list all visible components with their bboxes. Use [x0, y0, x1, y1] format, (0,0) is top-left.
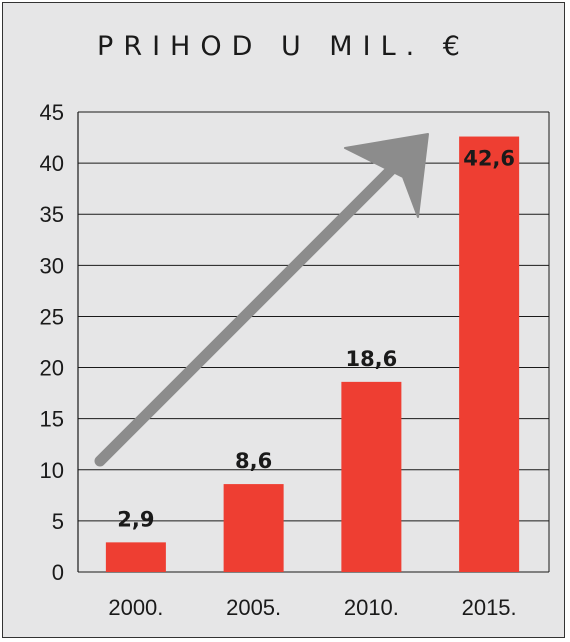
x-tick-label: 2015. [462, 595, 517, 620]
y-tick-label: 45 [40, 100, 64, 125]
y-tick-label: 30 [40, 253, 64, 278]
trend-arrow-shaft [94, 160, 401, 467]
y-tick-label: 0 [52, 560, 64, 585]
y-tick-label: 40 [40, 151, 64, 176]
y-tick-label: 15 [40, 407, 64, 432]
y-tick-label: 25 [40, 304, 64, 329]
bar [105, 542, 166, 572]
bar [223, 484, 284, 572]
y-tick-label: 10 [40, 458, 64, 483]
bar [341, 381, 402, 572]
data-label: 8,6 [235, 449, 272, 473]
y-tick-label: 5 [52, 509, 64, 534]
x-tick-label: 2010. [344, 595, 399, 620]
x-tick-label: 2005. [226, 595, 281, 620]
y-tick-label: 35 [40, 202, 64, 227]
x-tick-label: 2000. [108, 595, 163, 620]
y-axis: 0 5 10 15 20 25 30 35 40 45 [40, 100, 550, 585]
data-label: 18,6 [345, 347, 397, 371]
data-labels: 2,9 8,6 18,6 42,6 [117, 147, 515, 532]
bars [105, 136, 520, 573]
bar [459, 136, 520, 573]
chart-title: PRIHOD U MIL. € [97, 31, 470, 62]
x-axis: 2000. 2005. 2010. 2015. [108, 595, 516, 620]
data-label: 2,9 [117, 507, 154, 531]
y-tick-label: 20 [40, 356, 64, 381]
trend-arrow-head [344, 133, 429, 218]
data-label: 42,6 [463, 147, 515, 171]
trend-arrow [94, 133, 429, 467]
